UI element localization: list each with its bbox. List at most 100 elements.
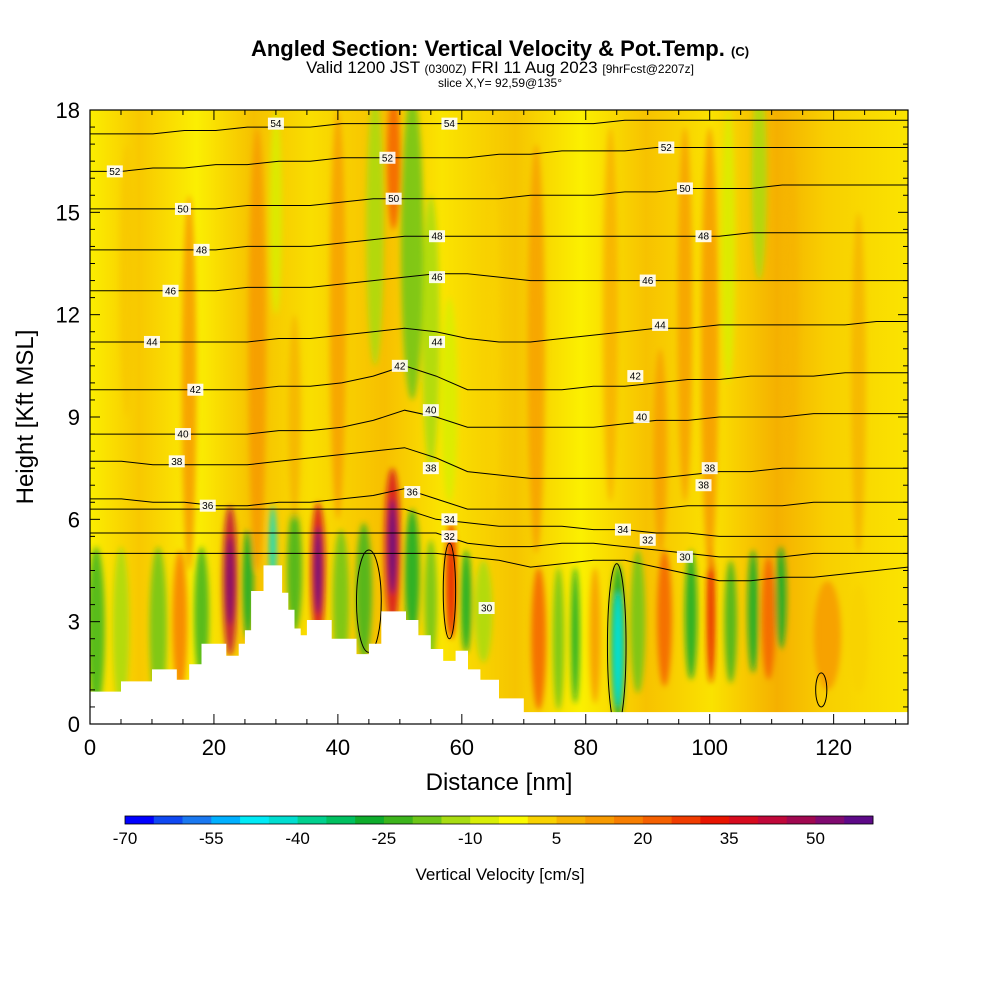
contour-label-bg [199, 499, 216, 512]
velocity-plume [329, 110, 346, 520]
contour-label-text: 46 [165, 286, 177, 297]
velocity-plume [332, 529, 350, 673]
contour-label: 32 [639, 533, 656, 546]
contour-label: 48 [695, 230, 712, 243]
theta-contour-48 [90, 232, 908, 251]
x-tick-label: 0 [84, 735, 96, 760]
colorbar-tick-label: 50 [806, 829, 825, 848]
contour-label-text: 54 [444, 119, 456, 130]
colorbar-tick-label: -10 [458, 829, 483, 848]
colorbar-swatch [671, 816, 701, 824]
contour-label: 42 [627, 370, 644, 383]
contour-label-bg [441, 117, 458, 130]
colorbar-tick-label: 20 [633, 829, 652, 848]
velocity-plume [401, 110, 424, 400]
contour-label-text: 44 [655, 320, 667, 331]
contour-label-bg [441, 513, 458, 526]
colorbar-swatch [585, 816, 615, 824]
contour-label-text: 40 [177, 430, 189, 441]
colorbar-swatch [412, 816, 442, 824]
velocity-plume [527, 144, 545, 554]
contour-label-bg [174, 428, 191, 441]
colorbar-swatch [844, 816, 874, 824]
velocity-plume [460, 550, 472, 653]
contour-label-bg [695, 230, 712, 243]
contour-label-text: 42 [190, 385, 202, 396]
contour-label-text: 32 [642, 535, 654, 546]
velocity-plume [653, 348, 667, 554]
velocity-plume [684, 550, 698, 680]
contour-label-text: 42 [394, 361, 406, 372]
velocity-plume [172, 550, 188, 694]
velocity-plume [248, 127, 266, 571]
velocity-plume [677, 127, 693, 503]
contour-label: 46 [429, 271, 446, 284]
theta-contour-30 [90, 552, 908, 582]
contour-label-text: 34 [444, 515, 456, 526]
contour-label: 34 [441, 513, 458, 526]
chart-title-text: Angled Section: Vertical Velocity & Pot.… [250, 36, 725, 61]
x-tick-label: 20 [202, 735, 226, 760]
colorbar-swatch [642, 816, 673, 824]
contour-label: 52 [658, 141, 675, 154]
colorbar-swatch [527, 816, 557, 824]
velocity-plume [848, 584, 869, 694]
plot-area [90, 110, 908, 724]
contour-label: 50 [385, 192, 402, 205]
x-tick-label: 40 [326, 735, 350, 760]
contour-label-bg [478, 602, 495, 615]
contour-label: 52 [379, 151, 396, 164]
terrain [90, 565, 908, 724]
contour-label: 44 [429, 335, 446, 348]
colorbar-swatch [125, 816, 155, 824]
x-tick-label: 100 [691, 735, 728, 760]
slice-label: slice X,Y= 92,59@135° [437, 76, 563, 90]
contour-label-bg [701, 462, 718, 475]
contour-label-text: 46 [642, 276, 654, 287]
y-tick-label: 6 [68, 507, 80, 532]
velocity-plume [424, 539, 438, 663]
velocity-plume [119, 144, 135, 418]
contour-label: 48 [193, 243, 210, 256]
velocity-plume [751, 110, 767, 281]
velocity-plume [486, 178, 500, 520]
velocity-plume [225, 536, 235, 626]
contour-label: 36 [199, 499, 216, 512]
contour-label: 32 [441, 530, 458, 543]
velocity-plume [288, 314, 301, 520]
theta-contour-46 [90, 273, 908, 292]
contour-label-text: 48 [698, 232, 710, 243]
velocity-plume [589, 567, 601, 704]
colorbar-swatch [441, 816, 471, 824]
colorbar-swatch [786, 816, 816, 824]
colorbar-tick-label: -55 [199, 829, 224, 848]
contour-label-bg [379, 151, 396, 164]
contour-label-bg [193, 243, 210, 256]
contour-label: 38 [422, 462, 439, 475]
contour-label-text: 44 [431, 337, 443, 348]
velocity-plume [112, 546, 130, 711]
contour-label-text: 50 [679, 184, 691, 195]
colorbar-swatch [326, 816, 356, 824]
contour-label: 40 [174, 428, 191, 441]
colorbar-swatch [355, 816, 385, 824]
velocity-plume [355, 522, 372, 660]
contour-label-bg [652, 318, 669, 331]
contour-label-bg [639, 274, 656, 287]
contour-label-bg [633, 411, 650, 423]
velocity-plume [242, 529, 254, 639]
contour-label-text: 48 [431, 232, 443, 243]
contour-label-text: 52 [109, 167, 121, 178]
x-tick-label: 60 [450, 735, 474, 760]
velocity-plume [782, 144, 799, 486]
colorbar-swatch [556, 816, 586, 824]
contour-label: 48 [429, 230, 446, 243]
contour-label: 40 [633, 411, 650, 424]
colorbar-swatch [182, 816, 212, 824]
contour-label-bg [429, 271, 446, 284]
velocity-plume [775, 546, 787, 649]
colorbar-swatch [470, 816, 500, 824]
contour-label-bg [143, 335, 160, 348]
y-tick-label: 12 [56, 303, 80, 328]
